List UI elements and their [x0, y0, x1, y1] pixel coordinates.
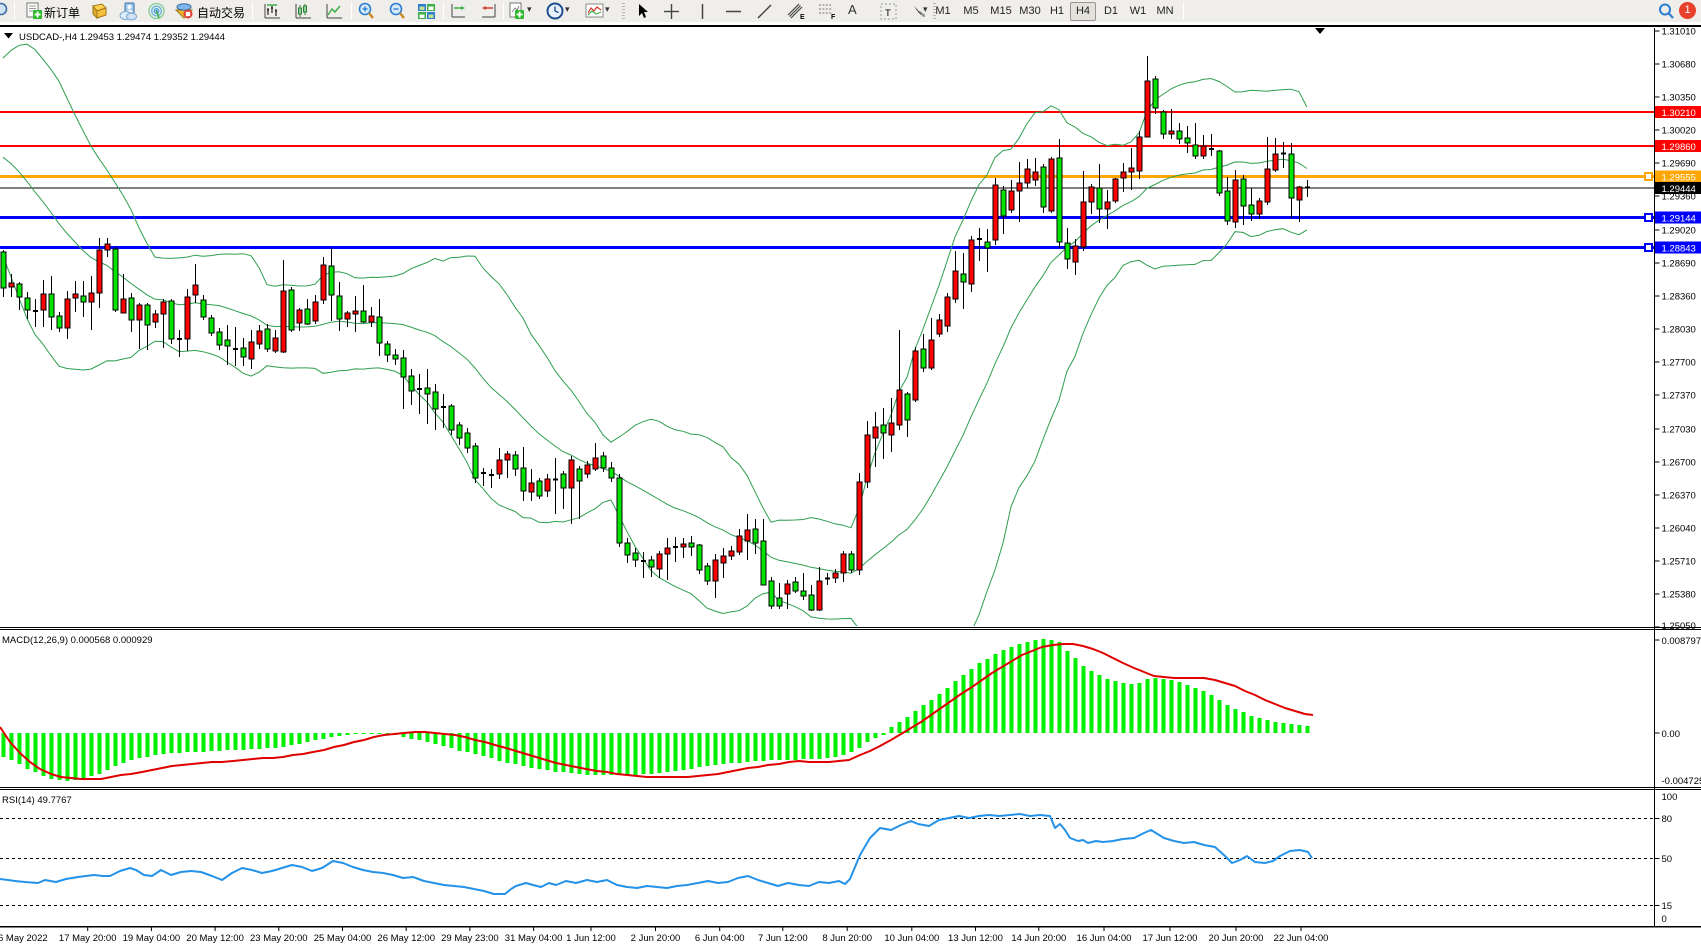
- svg-text:1.29444: 1.29444: [1662, 184, 1696, 195]
- svg-text:1.28843: 1.28843: [1662, 244, 1696, 255]
- svg-text:1.28360: 1.28360: [1662, 292, 1696, 303]
- svg-text:19 May 04:00: 19 May 04:00: [123, 933, 181, 944]
- svg-text:1.30350: 1.30350: [1662, 93, 1696, 104]
- svg-text:29 May 23:00: 29 May 23:00: [441, 933, 499, 944]
- svg-text:1.25710: 1.25710: [1662, 557, 1696, 568]
- svg-text:1.28030: 1.28030: [1662, 325, 1696, 336]
- svg-text:10 Jun 04:00: 10 Jun 04:00: [884, 933, 939, 944]
- svg-text:31 May 04:00: 31 May 04:00: [505, 933, 563, 944]
- svg-text:1.29360: 1.29360: [1662, 192, 1696, 203]
- svg-text:15: 15: [1662, 901, 1673, 912]
- svg-text:16 Jun 04:00: 16 Jun 04:00: [1077, 933, 1132, 944]
- svg-text:-0.004725: -0.004725: [1662, 776, 1701, 787]
- svg-text:6 May 2022: 6 May 2022: [0, 933, 48, 944]
- svg-text:F: F: [831, 14, 836, 21]
- svg-text:100: 100: [1662, 792, 1678, 803]
- svg-text:1.31010: 1.31010: [1662, 27, 1696, 38]
- svg-text:2 Jun 20:00: 2 Jun 20:00: [631, 933, 681, 944]
- svg-text:1.27370: 1.27370: [1662, 391, 1696, 402]
- svg-text:80: 80: [1662, 814, 1673, 825]
- svg-text:0.008797: 0.008797: [1662, 636, 1701, 647]
- svg-text:14 Jun 20:00: 14 Jun 20:00: [1011, 933, 1066, 944]
- svg-text:1.29860: 1.29860: [1662, 142, 1696, 153]
- svg-text:1.30020: 1.30020: [1662, 126, 1696, 137]
- svg-text:1.25050: 1.25050: [1662, 621, 1696, 632]
- svg-text:20 May 12:00: 20 May 12:00: [186, 933, 244, 944]
- svg-text:1.26370: 1.26370: [1662, 491, 1696, 502]
- svg-text:1.29555: 1.29555: [1662, 173, 1696, 184]
- svg-text:17 Jun 12:00: 17 Jun 12:00: [1143, 933, 1198, 944]
- svg-text:1.30680: 1.30680: [1662, 60, 1696, 71]
- svg-text:7 Jun 12:00: 7 Jun 12:00: [758, 933, 808, 944]
- svg-text:22 Jun 04:00: 22 Jun 04:00: [1274, 933, 1329, 944]
- svg-text:1.27030: 1.27030: [1662, 425, 1696, 436]
- svg-text:1.30210: 1.30210: [1662, 108, 1696, 119]
- svg-text:MACD(12,26,9) 0.000568 0.00092: MACD(12,26,9) 0.000568 0.000929: [2, 635, 153, 646]
- svg-text:0: 0: [1662, 914, 1667, 925]
- svg-text:1.26700: 1.26700: [1662, 458, 1696, 469]
- svg-text:25 May 04:00: 25 May 04:00: [314, 933, 372, 944]
- svg-text:20 Jun 20:00: 20 Jun 20:00: [1209, 933, 1264, 944]
- svg-text:1 Jun 12:00: 1 Jun 12:00: [566, 933, 616, 944]
- svg-text:1.28690: 1.28690: [1662, 259, 1696, 270]
- svg-text:13 Jun 12:00: 13 Jun 12:00: [948, 933, 1003, 944]
- svg-text:1.27700: 1.27700: [1662, 358, 1696, 369]
- svg-text:1.26040: 1.26040: [1662, 524, 1696, 535]
- svg-text:8 Jun 20:00: 8 Jun 20:00: [822, 933, 872, 944]
- svg-text:17 May 20:00: 17 May 20:00: [59, 933, 117, 944]
- svg-text:0.00: 0.00: [1662, 729, 1681, 740]
- svg-text:6 Jun 04:00: 6 Jun 04:00: [695, 933, 745, 944]
- svg-text:50: 50: [1662, 854, 1673, 865]
- svg-text:RSI(14) 49.7767: RSI(14) 49.7767: [2, 795, 72, 806]
- svg-text:USDCAD-,H4 1.29453 1.29474 1.: USDCAD-,H4 1.29453 1.29474 1.29352 1.294…: [19, 32, 225, 43]
- svg-text:26 May 12:00: 26 May 12:00: [377, 933, 435, 944]
- svg-text:1.29144: 1.29144: [1662, 214, 1696, 225]
- svg-text:23 May 20:00: 23 May 20:00: [250, 933, 308, 944]
- svg-text:E: E: [800, 14, 805, 21]
- svg-text:1.29690: 1.29690: [1662, 159, 1696, 170]
- svg-text:1.25380: 1.25380: [1662, 590, 1696, 601]
- svg-text:T: T: [885, 8, 891, 19]
- svg-text:1.29020: 1.29020: [1662, 226, 1696, 237]
